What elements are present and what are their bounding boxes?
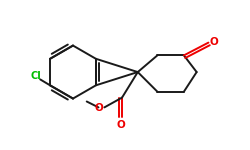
Text: O: O [210, 37, 219, 47]
Text: O: O [117, 120, 126, 130]
Text: O: O [94, 103, 103, 113]
Text: Cl: Cl [31, 71, 42, 81]
